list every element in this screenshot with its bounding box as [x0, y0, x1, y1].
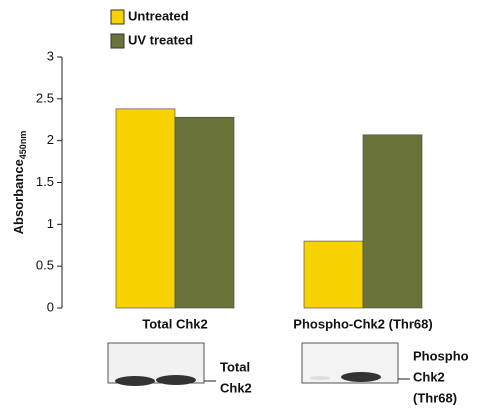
blot-band — [115, 376, 155, 386]
y-axis-title: Absorbance450nm — [11, 131, 28, 235]
bar — [304, 241, 363, 308]
y-tick-label: 1 — [47, 216, 54, 231]
bar — [175, 117, 234, 308]
blot-images — [108, 343, 410, 386]
legend-swatch — [111, 34, 124, 48]
y-tick-label: 0.5 — [36, 258, 54, 273]
blot-label: (Thr68) — [413, 390, 457, 405]
y-tick-label: 2 — [47, 132, 54, 147]
y-tick-label: 1.5 — [36, 174, 54, 189]
bar — [363, 135, 422, 308]
blot-label: Chk2 — [220, 380, 252, 395]
chart: Untreated UV treated 0 0.5 1 1.5 2 2.5 3 Absorban… — [0, 0, 481, 410]
legend-swatch — [111, 10, 124, 24]
y-axis-title-subscript: 450nm — [18, 131, 28, 160]
legend-label: UV treated — [128, 32, 193, 47]
blot-band — [310, 376, 330, 380]
blot-band — [156, 375, 196, 385]
y-tick-label: 3 — [47, 48, 54, 63]
blot-label: Phospho — [413, 348, 469, 363]
blot-label: Total — [220, 359, 250, 374]
x-tick-label: Phospho-Chk2 (Thr68) — [293, 316, 432, 331]
bar — [116, 109, 175, 308]
legend-label: Untreated — [128, 8, 189, 23]
y-tick-label: 0 — [47, 299, 54, 314]
x-tick-label: Total Chk2 — [142, 316, 208, 331]
y-axis-title-main: Absorbance — [11, 159, 26, 234]
y-tick-label: 2.5 — [36, 90, 54, 105]
blot-label: Chk2 — [413, 369, 445, 384]
blot-band — [341, 372, 381, 382]
